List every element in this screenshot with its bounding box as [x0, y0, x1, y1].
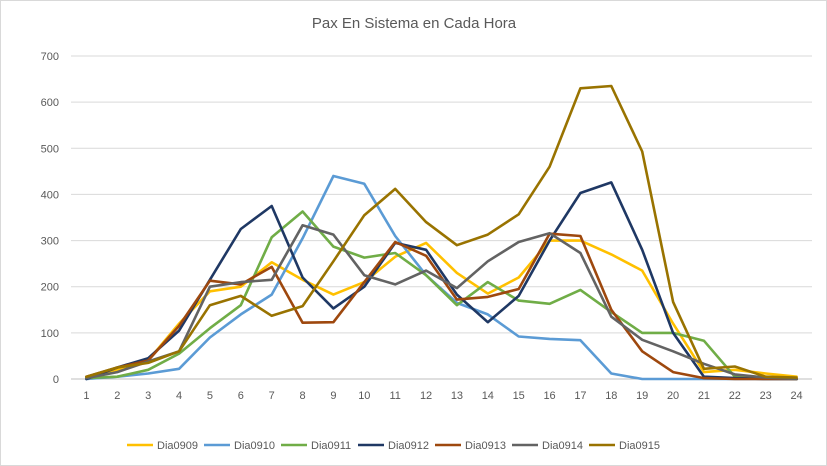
x-tick-label: 19: [636, 390, 648, 402]
y-tick-label: 300: [41, 236, 59, 248]
x-tick-label: 11: [389, 390, 400, 402]
legend-label: Dia0911: [311, 440, 351, 452]
y-tick-label: 100: [41, 328, 59, 340]
x-tick-label: 15: [513, 390, 525, 402]
legend-item-dia0913: Dia0913: [435, 440, 506, 452]
x-tick-label: 5: [207, 390, 213, 402]
legend-item-dia0911: Dia0911: [281, 440, 351, 452]
x-axis-ticks: 1 2 3 4 5 6 7 8 9 10 11 12 13 14 15 16 17 18 19 20 21 22 23 24: [83, 390, 802, 402]
legend-label: Dia0912: [388, 440, 429, 452]
y-tick-label: 200: [41, 282, 59, 294]
series-line-dia0911: [85, 210, 798, 381]
series-line-dia0915: [85, 84, 798, 379]
x-tick-label: 1: [83, 390, 89, 402]
x-tick-label: 23: [760, 390, 772, 402]
y-tick-label: 400: [41, 189, 59, 201]
x-tick-label: 22: [729, 390, 741, 402]
legend-label: Dia0915: [619, 440, 660, 452]
x-tick-label: 4: [176, 390, 182, 402]
y-tick-label: 600: [41, 97, 59, 109]
y-tick-label: 700: [41, 51, 59, 63]
legend-item-dia0914: Dia0914: [512, 440, 583, 452]
series-lines: [85, 84, 798, 381]
x-tick-label: 2: [114, 390, 120, 402]
y-tick-label: 500: [41, 143, 59, 155]
legend-label: Dia0910: [234, 440, 275, 452]
x-tick-label: 8: [300, 390, 306, 402]
x-tick-label: 18: [605, 390, 617, 402]
series-line-dia0914: [85, 224, 798, 381]
x-tick-label: 7: [269, 390, 275, 402]
legend-item-dia0910: Dia0910: [204, 440, 275, 452]
x-tick-label: 17: [574, 390, 586, 402]
x-tick-label: 3: [145, 390, 151, 402]
gridlines: [71, 55, 812, 380]
x-tick-label: 24: [790, 390, 802, 402]
legend-item-dia0912: Dia0912: [358, 440, 429, 452]
x-tick-label: 9: [330, 390, 336, 402]
chart-title: Pax En Sistema en Cada Hora: [312, 15, 517, 32]
legend-item-dia0915: Dia0915: [589, 440, 660, 452]
x-tick-label: 21: [698, 390, 710, 402]
x-tick-label: 20: [667, 390, 679, 402]
legend-label: Dia0913: [465, 440, 506, 452]
legend-label: Dia0914: [542, 440, 583, 452]
y-tick-label: 0: [53, 374, 59, 386]
x-tick-label: 13: [451, 390, 463, 402]
x-tick-label: 16: [543, 390, 555, 402]
y-axis-ticks: 0 100 200 300 400 500 600 700: [41, 51, 59, 386]
x-tick-label: 14: [482, 390, 494, 402]
legend: Dia0909 Dia0910 Dia0911 Dia0912 Dia0913 Dia09…: [127, 440, 660, 452]
series-line-dia0913: [85, 232, 798, 381]
x-tick-label: 12: [420, 390, 432, 402]
x-tick-label: 10: [358, 390, 370, 402]
legend-item-dia0909: Dia0909: [127, 440, 198, 452]
legend-label: Dia0909: [157, 440, 198, 452]
x-tick-label: 6: [238, 390, 244, 402]
